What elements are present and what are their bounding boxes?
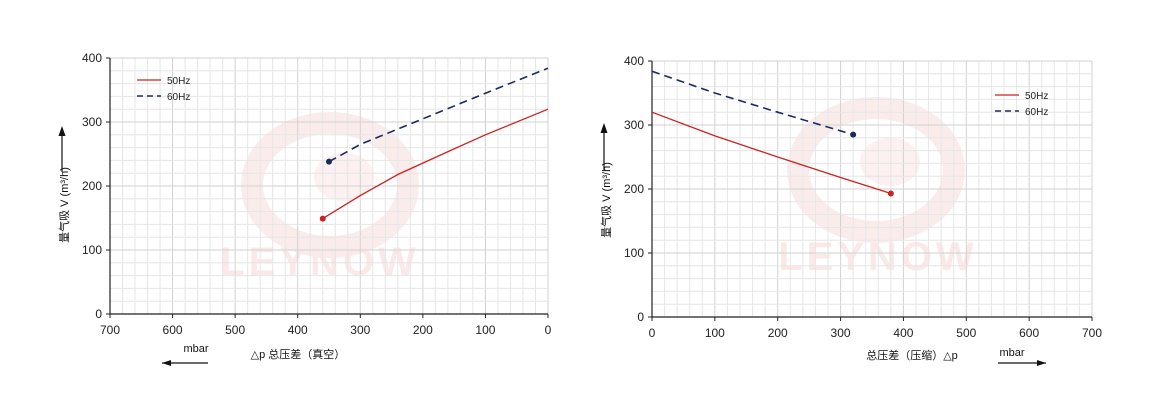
x-tick-label: 0 [545,323,552,337]
x-tick-label: 700 [100,323,120,337]
chart-vacuum: LEYNOW 700 600 500 400 300 200 100 0 0 100 200 300 40… [57,51,552,366]
grid [651,60,1093,318]
legend-label-50hz: 50Hz [167,76,190,87]
series-line-50hz [322,108,549,220]
x-tick-label: 300 [350,323,370,337]
series-endpoint-60hz [326,158,332,165]
x-tick-label: 300 [831,326,851,340]
x-tick-label: 200 [768,326,788,340]
y-tick-label: 200 [82,179,102,193]
watermark-logo [787,97,965,243]
series-endpoint-50hz [319,215,326,222]
legend: 50Hz 60Hz [995,91,1048,118]
y-tick-label: 400 [624,54,644,68]
y-tick-label: 100 [624,246,644,260]
x-axis-arrowhead [162,360,171,366]
x-tick-label: 200 [413,323,433,337]
x-tick-label: 100 [705,326,725,340]
legend: 50Hz 60Hz [137,76,190,103]
y-tick-label: 0 [95,307,102,321]
x-axis-arrowhead [1037,360,1046,366]
x-tick-label: 600 [1019,326,1039,340]
series-line-50hz [651,111,892,195]
y-axis-arrowhead [600,123,608,133]
y-tick-label: 300 [624,118,644,132]
series-endpoint-60hz [850,131,857,138]
x-tick-label: 500 [956,326,976,340]
y-tick-label: 100 [82,243,102,257]
series-line-60hz [651,70,854,136]
series-endpoint-50hz [887,190,894,197]
x-axis-unit: mbar [183,343,208,355]
x-axis-title: △p 总压差（真空） [251,347,346,361]
watermark-logo [241,112,419,258]
watermark-text: LEYNOW [220,240,420,284]
y-tick-label: 300 [82,115,102,129]
y-tick-label: 200 [624,182,644,196]
x-tick-label: 400 [893,326,913,340]
x-tick-label: 700 [1082,326,1102,340]
watermark-core [314,153,374,201]
y-tick-label: 0 [637,310,644,324]
y-axis-arrowhead [58,126,66,136]
legend-label-60hz: 60Hz [167,92,190,103]
x-tick-label: 0 [649,326,656,340]
x-tick-label: 600 [163,323,183,337]
y-axis-title: 量气吸 V (m³/h) [57,167,71,243]
y-axis-title: 量气吸 V (m³/h) [599,162,613,238]
watermark-core [860,138,920,186]
legend-label-60hz: 60Hz [1025,107,1048,118]
x-axis-title: 总压差（压缩）△p [866,348,958,362]
x-tick-label: 400 [288,323,308,337]
y-tick-label: 400 [82,51,102,65]
legend-label-50hz: 50Hz [1025,91,1048,102]
watermark-ring [241,112,419,258]
x-tick-label: 100 [475,323,495,337]
x-axis-unit: mbar [999,347,1024,359]
x-tick-label: 500 [225,323,245,337]
